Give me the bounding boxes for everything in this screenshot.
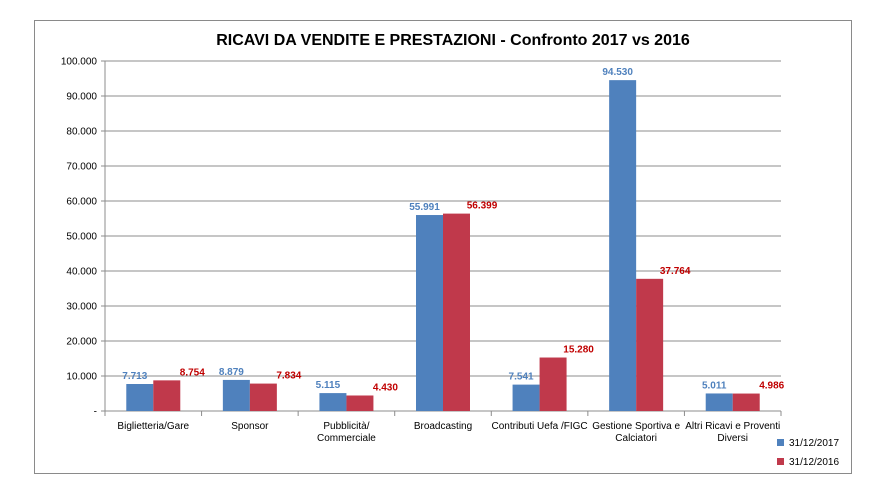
bar xyxy=(249,383,277,411)
y-tick-label: 100.000 xyxy=(61,57,98,68)
x-tick-label: Diversi xyxy=(717,433,748,444)
legend-swatch xyxy=(777,458,784,465)
y-tick-label: 60.000 xyxy=(66,197,97,208)
x-tick-label: Commerciale xyxy=(317,433,376,444)
x-tick-label: Contributi Uefa /FIGC xyxy=(491,421,587,432)
bar xyxy=(539,357,567,411)
y-tick-label: 70.000 xyxy=(66,162,97,173)
bar xyxy=(126,384,154,411)
data-label: 15.280 xyxy=(563,345,594,356)
y-tick-label: 90.000 xyxy=(66,92,97,103)
x-tick-label: Calciatori xyxy=(615,433,657,444)
bar xyxy=(443,213,470,411)
legend: 31/12/2017 31/12/2016 xyxy=(777,438,839,468)
bar xyxy=(153,380,181,411)
data-label: 56.399 xyxy=(467,201,498,212)
bar xyxy=(222,379,250,411)
y-tick-label: 30.000 xyxy=(66,302,97,313)
data-label: 37.764 xyxy=(660,266,691,277)
chart-svg: RICAVI DA VENDITE E PRESTAZIONI - Confro… xyxy=(61,32,840,468)
x-tick-label: Biglietteria/Gare xyxy=(117,421,189,432)
legend-label: 31/12/2017 xyxy=(789,438,839,449)
data-label: 7.834 xyxy=(276,371,301,382)
data-labels: 7.713 8.879 5.115 55.991 7.541 94.530 5.011 8.7… xyxy=(122,67,784,393)
x-tick-label: Broadcasting xyxy=(414,421,472,432)
data-label: 55.991 xyxy=(409,202,440,213)
data-label: 8.879 xyxy=(219,367,244,378)
bar xyxy=(346,395,374,411)
category-labels: Biglietteria/Gare Sponsor Pubblicità/Comme… xyxy=(117,421,780,444)
x-tick-label: Gestione Sportiva e xyxy=(592,421,680,432)
x-tick-label: Altri Ricavi e Proventi xyxy=(685,421,780,432)
bars xyxy=(126,80,760,411)
y-tick-label: 50.000 xyxy=(66,232,97,243)
data-label: 4.430 xyxy=(373,382,398,393)
legend-swatch xyxy=(777,439,784,446)
data-label: 8.754 xyxy=(180,367,205,378)
bar xyxy=(609,80,637,411)
bar xyxy=(636,278,664,411)
x-tick-label: Pubblicità/ xyxy=(323,421,369,432)
data-label: 5.011 xyxy=(702,380,727,391)
bar xyxy=(705,393,733,411)
bar xyxy=(512,384,540,411)
bar xyxy=(732,393,760,411)
y-tick-label: 20.000 xyxy=(66,337,97,348)
chart-title: RICAVI DA VENDITE E PRESTAZIONI - Confro… xyxy=(216,32,690,49)
legend-label: 31/12/2016 xyxy=(789,457,839,468)
data-label: 7.713 xyxy=(122,371,147,382)
bar xyxy=(416,215,443,411)
y-tick-label: - xyxy=(94,407,97,418)
y-tick-label: 10.000 xyxy=(66,372,97,383)
data-label: 5.115 xyxy=(316,380,341,391)
bar xyxy=(319,393,347,411)
y-tick-label: 80.000 xyxy=(66,127,97,138)
y-tick-label: 40.000 xyxy=(66,267,97,278)
data-label: 4.986 xyxy=(759,381,784,392)
x-tick-label: Sponsor xyxy=(231,421,269,432)
chart-frame: RICAVI DA VENDITE E PRESTAZIONI - Confro… xyxy=(34,20,852,474)
data-label: 7.541 xyxy=(509,372,534,383)
data-label: 94.530 xyxy=(602,67,633,78)
